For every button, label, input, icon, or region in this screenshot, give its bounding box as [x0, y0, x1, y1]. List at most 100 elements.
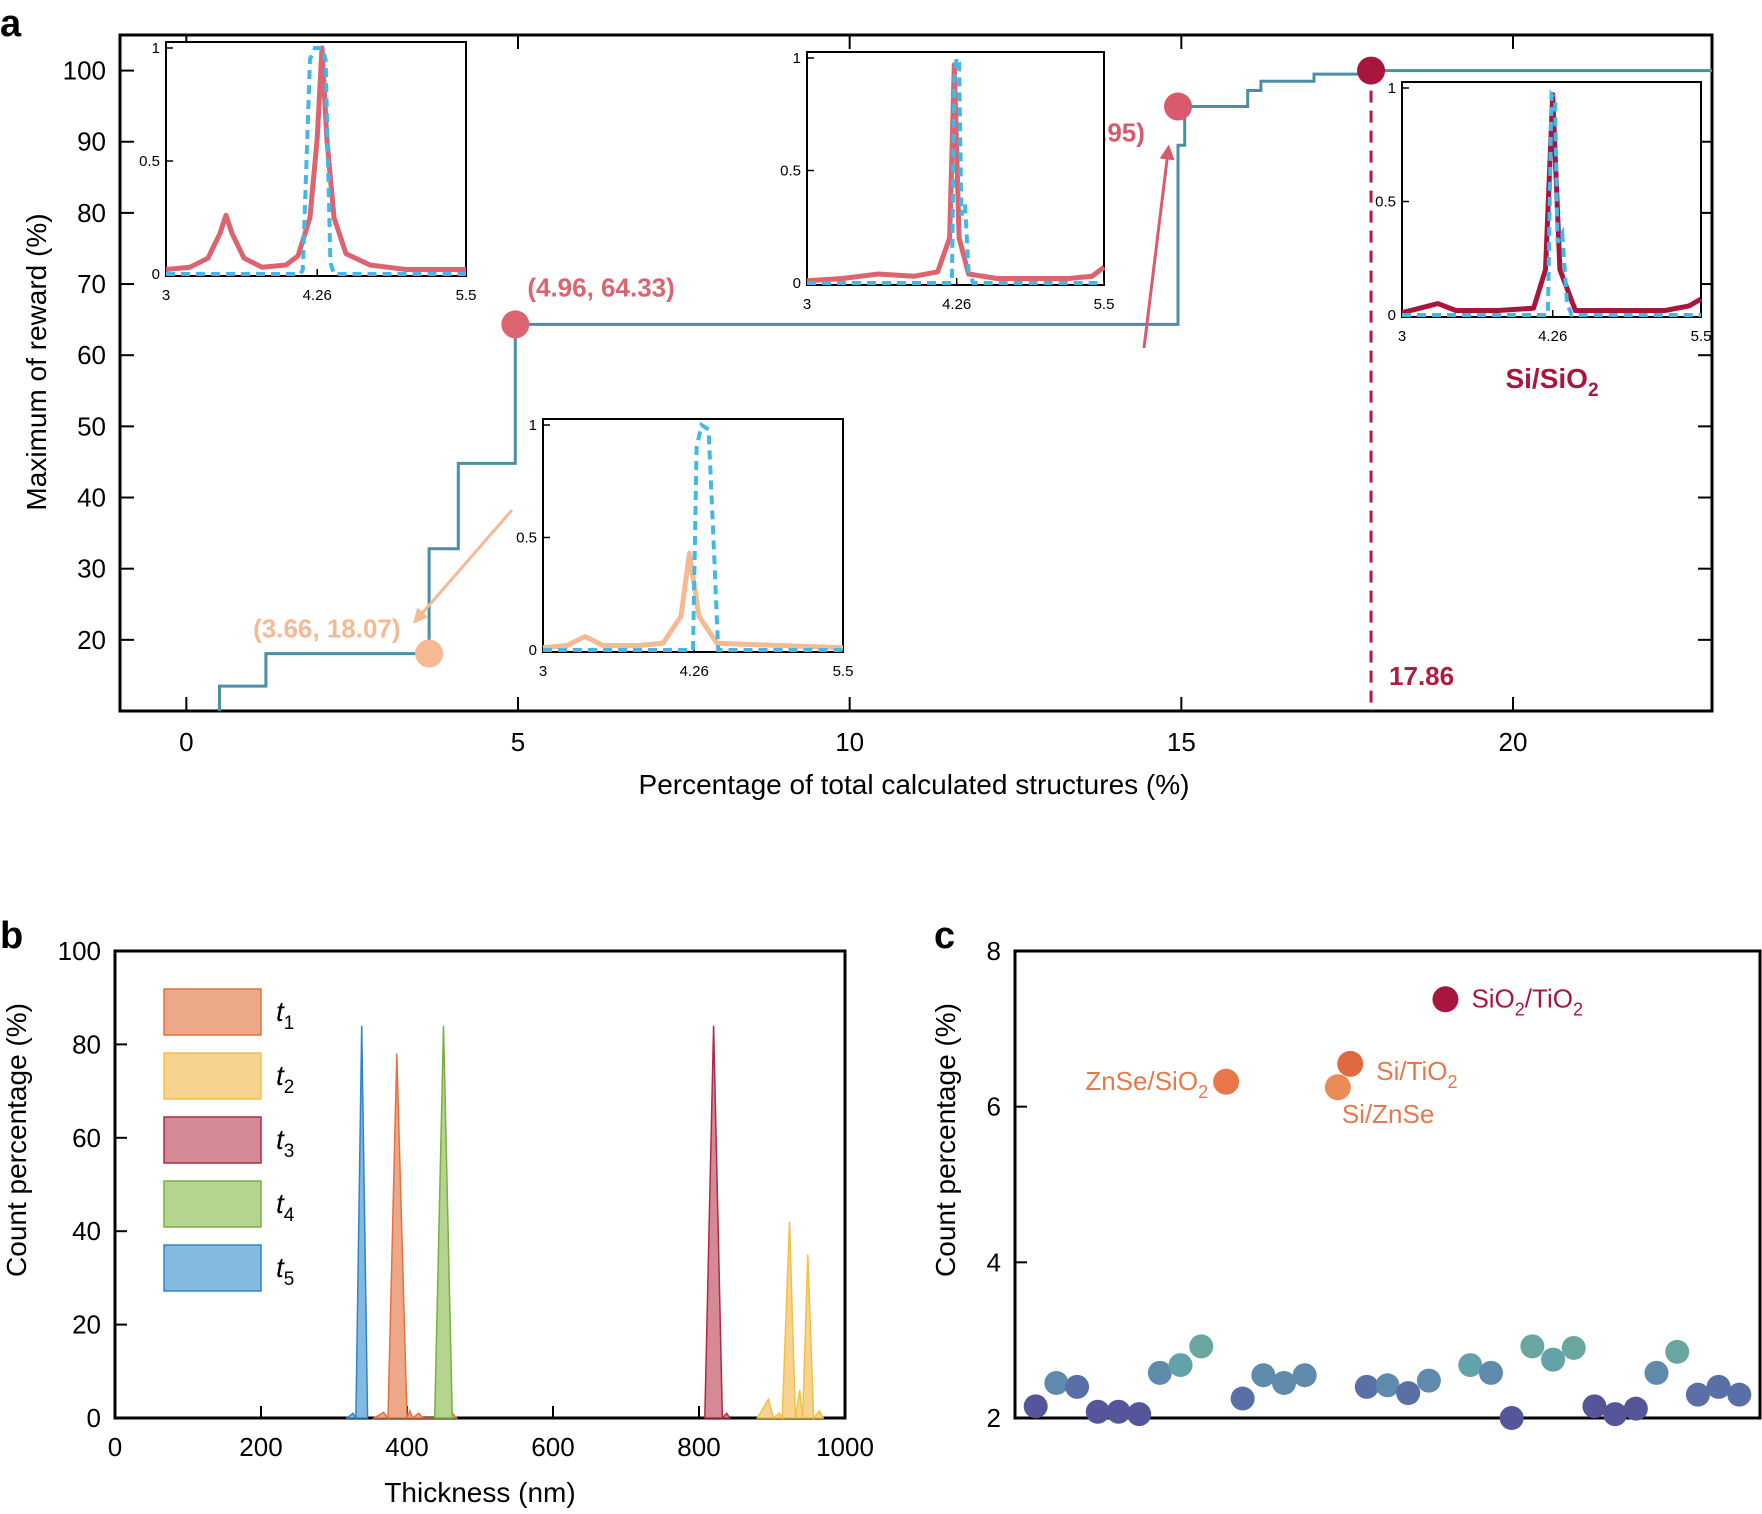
- chart-b-frame: [113, 949, 847, 1420]
- chart-a-ytick-label: 60: [77, 340, 106, 370]
- chart-a-ytick-label: 50: [77, 411, 106, 441]
- chart-a-ytick-label: 80: [77, 198, 106, 228]
- chart-a-ytick-label: 100: [63, 56, 106, 86]
- chart-c-point: [1065, 1374, 1090, 1399]
- chart-c-point: [1023, 1394, 1048, 1419]
- chart-a-xtick-label: 15: [1167, 727, 1196, 757]
- chart-c-point: [1375, 1373, 1400, 1398]
- chart-b-ytick-label: 20: [72, 1310, 101, 1340]
- chart-b-legend-swatch: [163, 1052, 262, 1100]
- chart-a-point-label: (3.66, 18.07): [253, 614, 400, 644]
- chart-a-highlight-point: [501, 310, 530, 339]
- inset-solid-curve: [1401, 92, 1703, 316]
- chart-c-point: [1582, 1394, 1607, 1419]
- chart-c-point: [1168, 1353, 1193, 1378]
- chart-b-ytick-label: 100: [58, 936, 101, 966]
- chart-b-xtick-label: 600: [531, 1432, 574, 1462]
- chart-a-ytick-label: 90: [77, 127, 106, 157]
- chart-a-inset: 3 4.26 5.5 0 0.5 1: [780, 50, 1114, 313]
- chart-c-point-label: Si/ZnSe: [1342, 1099, 1435, 1129]
- chart-c-point: [1230, 1386, 1255, 1411]
- chart-c-point: [1644, 1360, 1669, 1385]
- chart-b-ylabel: Count percentage (%): [1, 1003, 32, 1277]
- inset-ytick-label: 0: [793, 275, 801, 292]
- chart-b-legend-swatch: [163, 988, 262, 1036]
- inset-xtick-label: 4.26: [303, 287, 332, 304]
- inset-ytick-label: 1: [152, 40, 160, 57]
- panel-label-a: a: [0, 3, 22, 45]
- chart-c-point: [1623, 1396, 1648, 1421]
- chart-c-point: [1603, 1402, 1628, 1427]
- inset-ytick-label: 0: [152, 266, 160, 283]
- chart-c-point-label: SiO2/TiO2: [1471, 983, 1583, 1019]
- chart-b-legend-swatch: [163, 1244, 262, 1292]
- inset-ytick-label: 0: [529, 642, 537, 659]
- chart-c-labeled-point: [1213, 1068, 1240, 1095]
- chart-a-xlabel: Percentage of total calculated structure…: [639, 769, 1190, 800]
- chart-a-xtick-label: 5: [511, 727, 525, 757]
- inset-ytick-label: 0.5: [516, 530, 537, 547]
- chart-a-step-line: [218, 69, 1712, 711]
- chart-c-point: [1665, 1339, 1690, 1364]
- chart-c-point: [1727, 1382, 1752, 1407]
- chart-b-xtick-label: 400: [385, 1432, 428, 1462]
- chart-a-inset: 3 4.26 5.5 0 0.5 1: [1375, 80, 1711, 345]
- chart-c-labeled-point: [1337, 1050, 1364, 1077]
- inset-xtick-label: 5.5: [1691, 328, 1712, 345]
- chart-c-point: [1685, 1382, 1710, 1407]
- inset-dashed-curve: [1402, 89, 1701, 317]
- inset-xtick-label: 4.26: [1538, 328, 1567, 345]
- chart-b-xlabel: Thickness (nm): [384, 1477, 575, 1508]
- chart-b-ytick-label: 80: [72, 1029, 101, 1059]
- chart-a-xtick-label: 20: [1499, 727, 1528, 757]
- inset-solid-curve: [165, 45, 466, 272]
- chart-c-frame: [1013, 949, 1762, 1420]
- chart-c-ytick-label: 8: [987, 936, 1001, 966]
- chart-a-inset-label: Si/SiO2: [1505, 363, 1598, 401]
- inset-ytick-label: 0.5: [780, 163, 801, 180]
- chart-b-series-area: [756, 1221, 825, 1421]
- inset-xtick-label: 3: [162, 287, 170, 304]
- chart-c-point: [1085, 1399, 1110, 1424]
- chart-a-arrow-1: [413, 509, 514, 624]
- chart-a-highlight-point: [415, 639, 444, 668]
- panel-label-b: b: [0, 915, 23, 957]
- inset-ytick-label: 0.5: [1375, 194, 1396, 211]
- chart-a-inset: 3 4.26 5.5 0 0.5 1: [516, 417, 853, 680]
- chart-a-point-label: (4.96, 64.33): [527, 272, 674, 302]
- chart-b-series-area: [433, 1025, 454, 1419]
- chart-b-legend-label: t3: [276, 1124, 294, 1162]
- chart-a-frame: [118, 33, 1714, 713]
- chart-c-point: [1272, 1370, 1297, 1395]
- chart-b: 0 200 400 600 800 1000 0 20 40 60 80 100 t1 t2 t3 t4 t5: [58, 936, 874, 1462]
- chart-b-ytick-label: 40: [72, 1216, 101, 1246]
- chart-a-arrow-2: [1142, 144, 1175, 349]
- chart-c-point: [1541, 1347, 1566, 1372]
- chart-c-labeled-point: [1324, 1074, 1351, 1101]
- chart-c-point-label: Si/TiO2: [1376, 1056, 1457, 1092]
- chart-b-xtick-label: 1000: [816, 1432, 874, 1462]
- inset-dashed-curve: [807, 51, 1104, 285]
- chart-b-series-area: [704, 1025, 732, 1420]
- inset-ytick-label: 0: [1388, 307, 1396, 324]
- chart-b-xtick-label: 0: [108, 1432, 122, 1462]
- chart-c-ytick-label: 6: [987, 1092, 1001, 1122]
- chart-c-point: [1044, 1370, 1069, 1395]
- inset-xtick-label: 5.5: [1094, 296, 1115, 313]
- chart-b-legend-label: t5: [276, 1252, 294, 1290]
- chart-c-point: [1520, 1334, 1545, 1359]
- chart-a-ytick-label: 20: [77, 625, 106, 655]
- chart-c-ytick-label: 4: [987, 1247, 1001, 1277]
- chart-a-ytick-label: 40: [77, 483, 106, 513]
- chart-b-ytick-label: 60: [72, 1123, 101, 1153]
- chart-b-legend-swatch: [163, 1116, 262, 1164]
- chart-b-xtick-label: 800: [677, 1432, 720, 1462]
- chart-c-point: [1561, 1335, 1586, 1360]
- chart-b-legend-label: t4: [276, 1188, 295, 1226]
- chart-c-point: [1251, 1363, 1276, 1388]
- inset-xtick-label: 3: [539, 663, 547, 680]
- chart-a-vline-label: 17.86: [1389, 661, 1454, 691]
- chart-a-ylabel: Maximum of reward (%): [21, 213, 52, 510]
- chart-c-point-label: ZnSe/SiO2: [1085, 1066, 1208, 1102]
- chart-c-point: [1147, 1360, 1172, 1385]
